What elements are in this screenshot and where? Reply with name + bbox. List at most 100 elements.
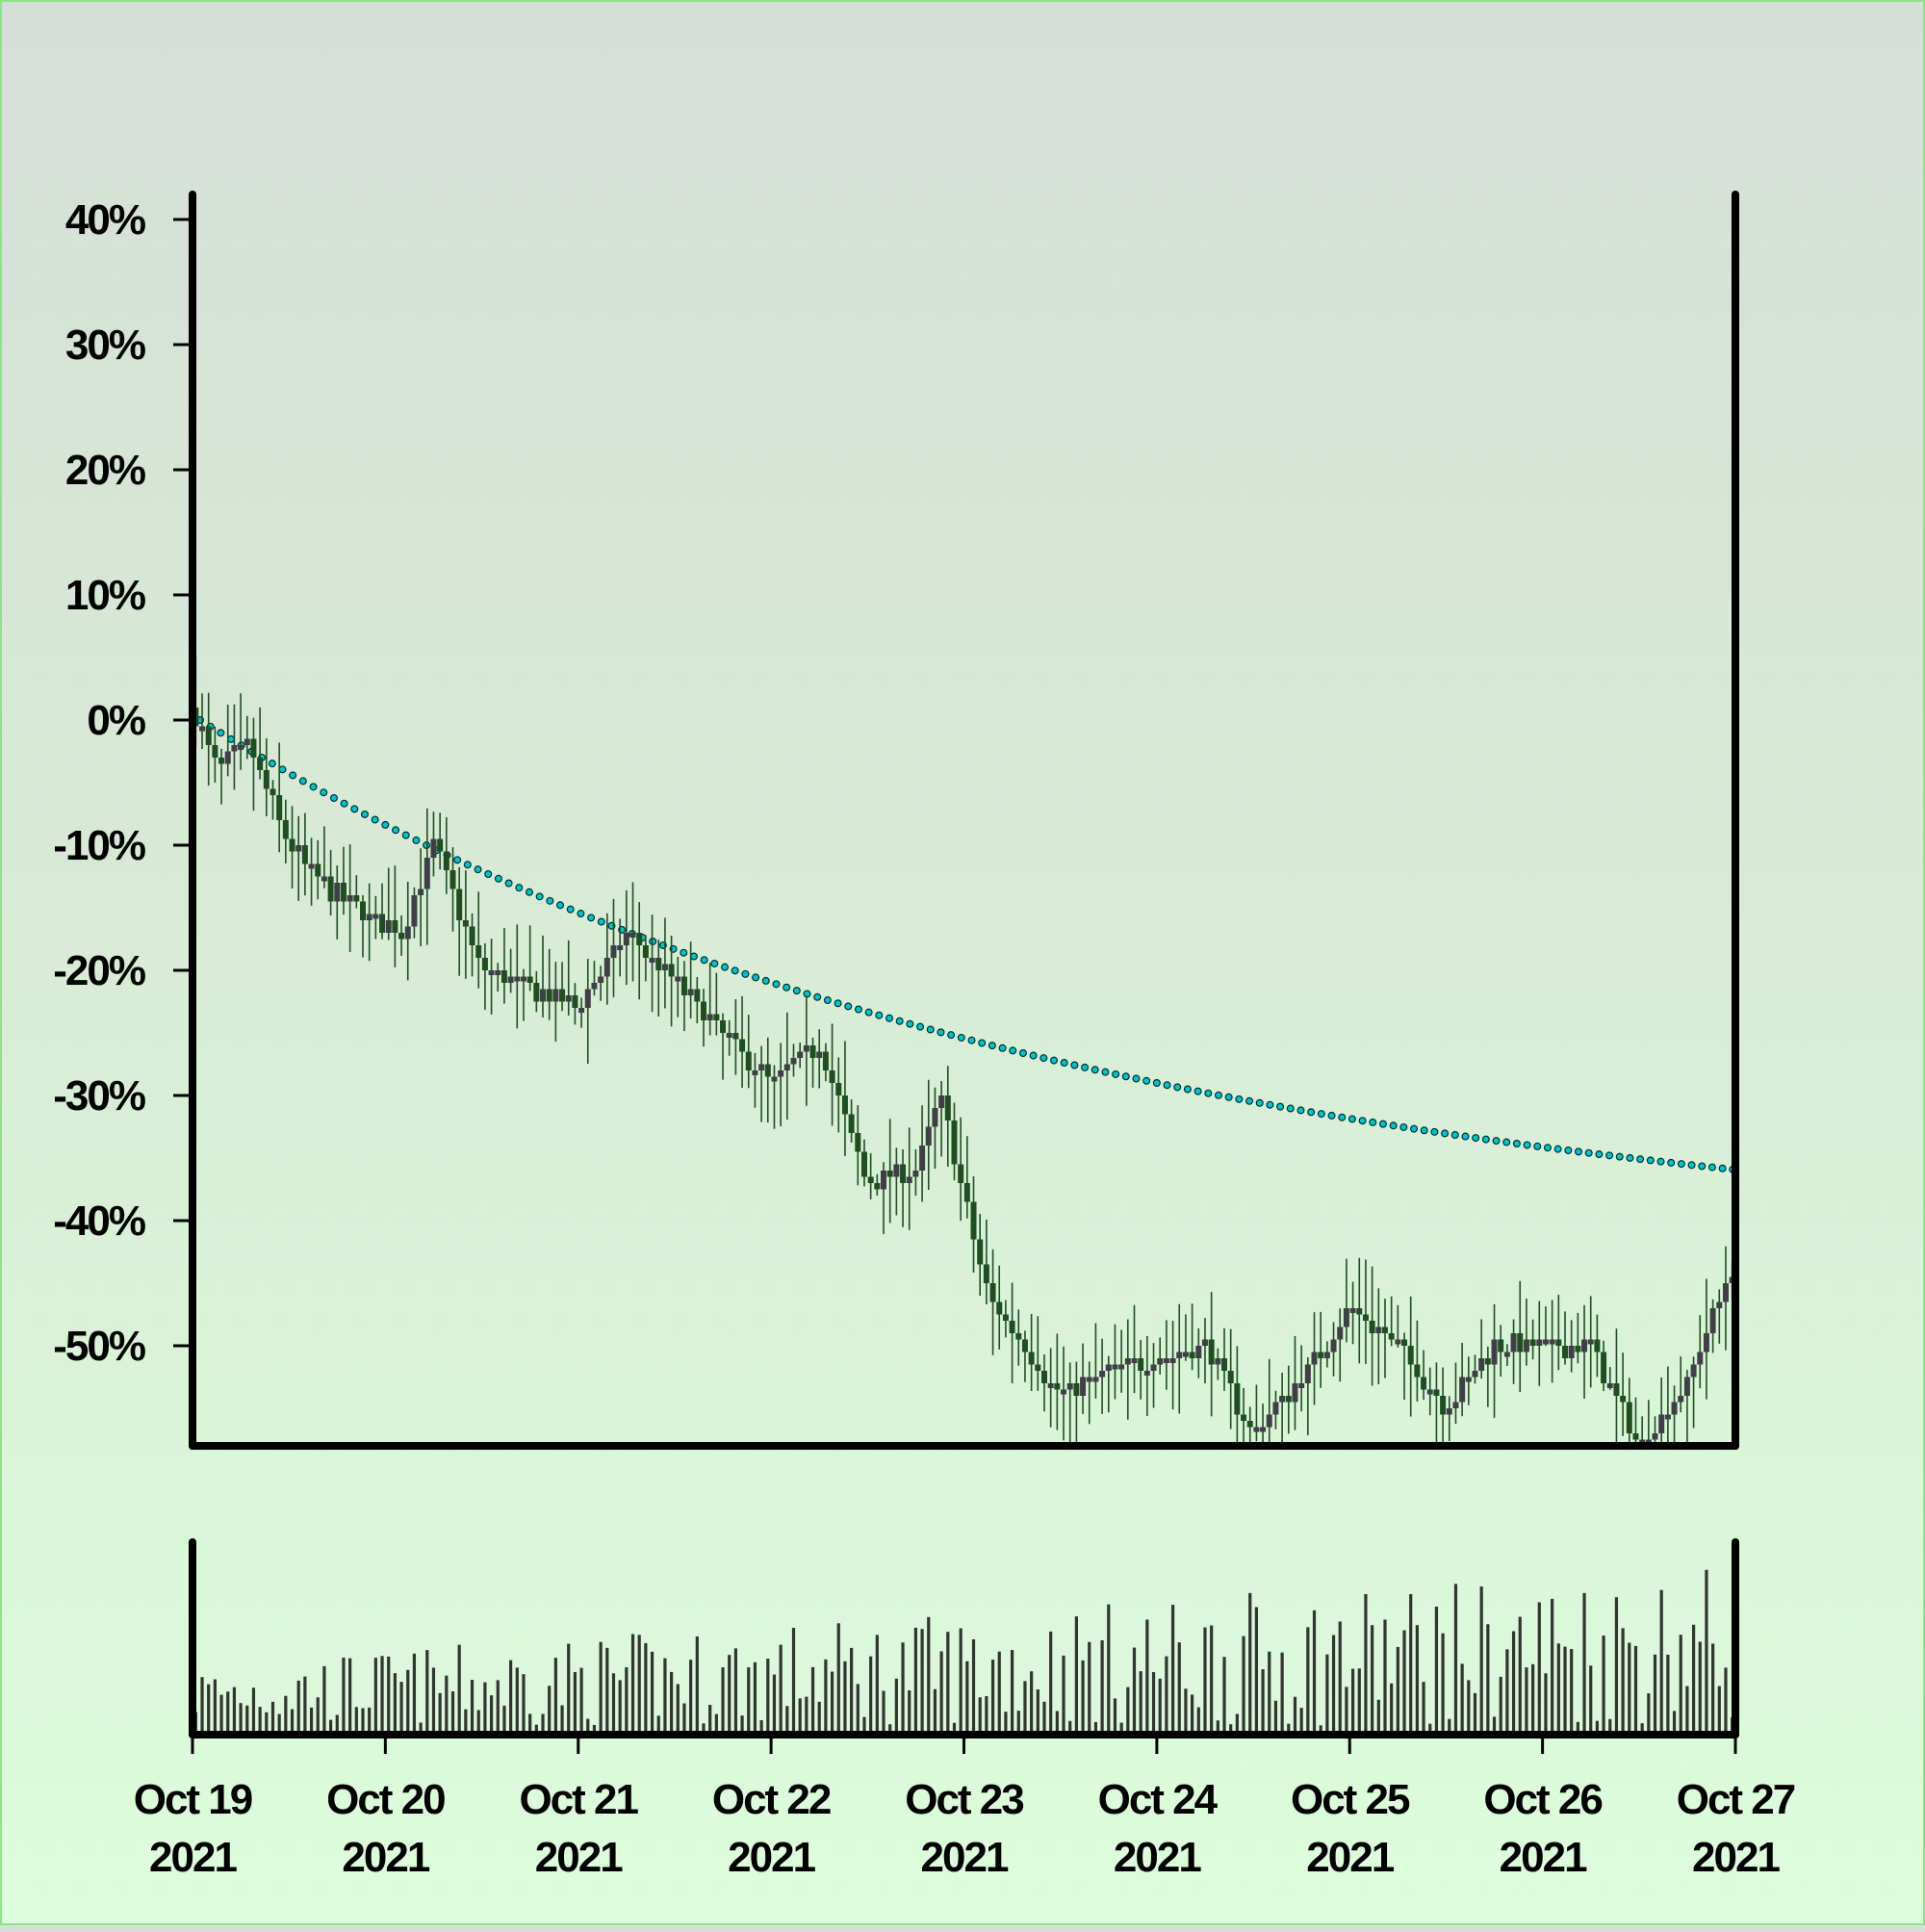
volume-bar (1698, 1641, 1702, 1735)
volume-bar (1448, 1718, 1451, 1735)
candle-body (1279, 1396, 1286, 1403)
volume-bar (1479, 1586, 1483, 1735)
trend-dot (1317, 1110, 1325, 1119)
volume-bar (322, 1665, 326, 1735)
candle-body (1208, 1339, 1215, 1365)
trend-dot (1595, 1150, 1604, 1159)
trend-dot (217, 729, 225, 737)
candle-body (385, 920, 392, 933)
trend-dot (1667, 1158, 1676, 1167)
trend-dot (1472, 1134, 1480, 1143)
candle-body (572, 995, 578, 1008)
candle-body (938, 1095, 945, 1108)
volume-bar (888, 1724, 892, 1735)
volume-bar (1203, 1627, 1207, 1735)
volume-bar (663, 1658, 667, 1735)
trend-dot (525, 888, 533, 896)
y-tick-label: 40% (65, 196, 145, 244)
volume-bar (239, 1703, 243, 1735)
volume-bar (1563, 1646, 1567, 1735)
candle-body (1632, 1433, 1639, 1440)
candle-body (398, 933, 405, 940)
candle-body (1421, 1377, 1427, 1390)
candle-body (1671, 1402, 1678, 1415)
candle-body (848, 1114, 855, 1133)
candle-body (199, 726, 206, 732)
volume-bar (1319, 1725, 1322, 1735)
candle-body (1349, 1308, 1356, 1313)
volume-bar (882, 1690, 886, 1735)
candle-body (726, 1033, 732, 1038)
volume-bar (1287, 1723, 1291, 1735)
volume-bar (1453, 1584, 1458, 1735)
candle-body (1568, 1346, 1575, 1358)
candle-body (1227, 1371, 1234, 1383)
volume-bar (740, 1715, 744, 1735)
y-tick-label: -30% (53, 1072, 145, 1120)
candle-body (308, 863, 315, 869)
volume-bar (399, 1682, 403, 1735)
volume-bar (779, 1644, 783, 1735)
volume-bar (1666, 1654, 1670, 1735)
candle-body (983, 1264, 989, 1283)
candle-body (925, 1126, 932, 1146)
volume-bar (219, 1694, 223, 1735)
volume-bar (959, 1628, 962, 1735)
trend-dot (772, 980, 781, 989)
candle-body (963, 1183, 970, 1202)
volume-bar (450, 1691, 455, 1735)
volume-bar (952, 1722, 957, 1735)
candle-body (1581, 1339, 1588, 1352)
volume-bar (1042, 1701, 1046, 1735)
volume-bar (836, 1623, 840, 1735)
volume-bar (1093, 1721, 1098, 1735)
x-tick-label-year: 2021 (535, 1834, 623, 1881)
candle-body (224, 751, 231, 764)
volume-bar (1705, 1569, 1708, 1735)
candle-body (713, 1014, 720, 1020)
trend-dot (1348, 1115, 1356, 1123)
volume-bar (599, 1641, 603, 1735)
candle-body (1150, 1364, 1157, 1371)
volume-bar (509, 1660, 513, 1735)
candle-body (1433, 1389, 1440, 1396)
candle-body (1606, 1383, 1613, 1388)
trend-dot (566, 905, 575, 914)
candle-body (1664, 1414, 1671, 1420)
candle-body (694, 989, 701, 1002)
candle-body (559, 989, 566, 1002)
volume-bar (251, 1687, 256, 1735)
candle-body (353, 895, 360, 902)
candle-body (1529, 1339, 1536, 1346)
volume-bar (644, 1642, 648, 1735)
trend-dot (1152, 1079, 1161, 1088)
volume-bar (618, 1680, 622, 1735)
trend-dot (926, 1025, 935, 1034)
trend-dot (1441, 1129, 1450, 1138)
candle-body (816, 1051, 823, 1058)
candle-body (1054, 1383, 1061, 1390)
trend-dot (371, 815, 379, 824)
volume-bar (412, 1653, 417, 1735)
candle-body (282, 820, 289, 839)
volume-bar (850, 1647, 854, 1735)
candle-body (944, 1095, 951, 1121)
volume-bar (1242, 1636, 1245, 1735)
candle-body (1690, 1364, 1697, 1378)
trend-dot (721, 963, 730, 971)
candle-body (1491, 1339, 1498, 1365)
volume-bar (785, 1706, 789, 1735)
candle-body (584, 989, 591, 1008)
volume-bar (1268, 1651, 1271, 1735)
candle-body (1118, 1364, 1125, 1370)
candle-body (655, 958, 662, 970)
volume-bar (920, 1629, 924, 1735)
candle-body (411, 895, 418, 927)
volume-bar (1248, 1592, 1252, 1735)
candle-body (1105, 1364, 1112, 1371)
trend-dot (1410, 1124, 1419, 1133)
candle-body (661, 964, 668, 970)
candle-body (900, 1164, 907, 1183)
trend-dot (1040, 1054, 1048, 1063)
trend-dot (761, 976, 770, 985)
